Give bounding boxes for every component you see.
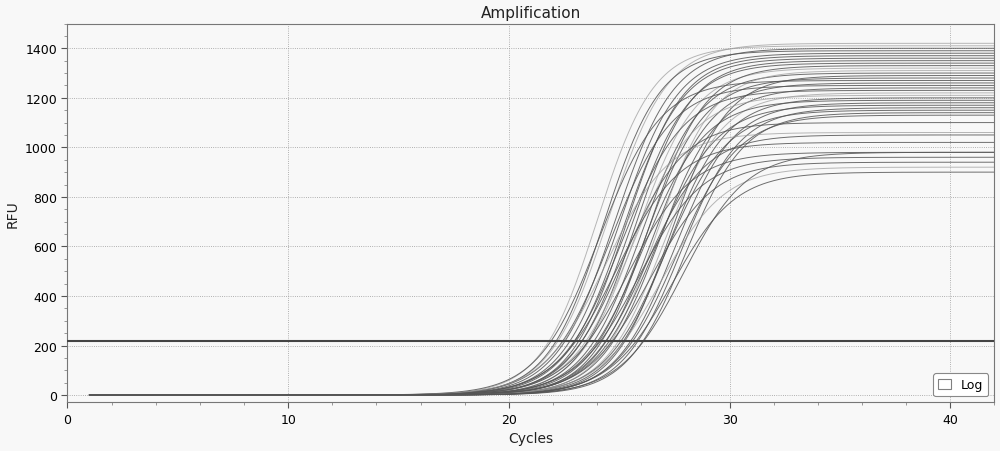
Y-axis label: RFU: RFU — [6, 200, 20, 227]
Title: Amplification: Amplification — [481, 5, 581, 20]
X-axis label: Cycles: Cycles — [508, 432, 553, 446]
Legend: Log: Log — [933, 373, 988, 396]
